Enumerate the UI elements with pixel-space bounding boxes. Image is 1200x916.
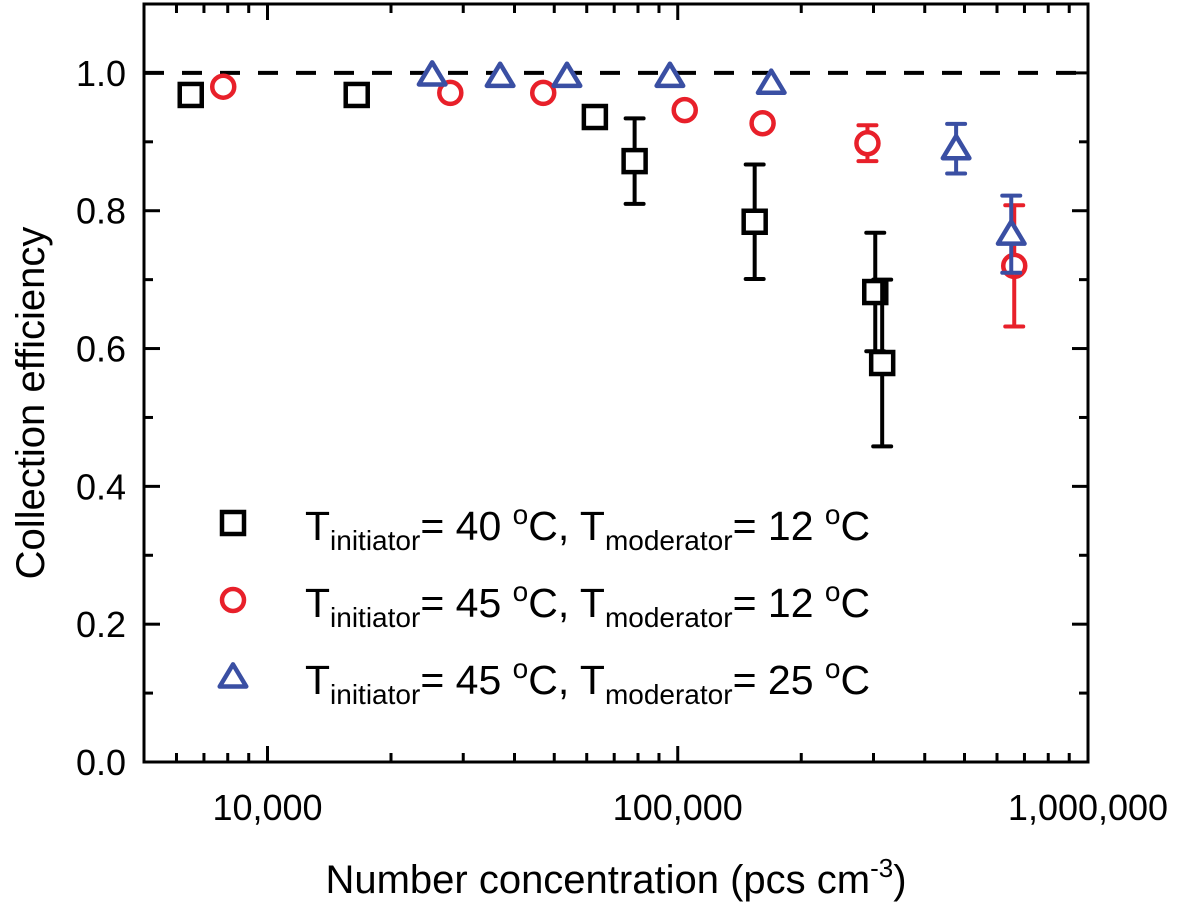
data-point <box>749 109 776 137</box>
marker-triangle <box>416 60 448 87</box>
legend-label-mid: = 45 <box>420 657 512 703</box>
x-axis-title-superscript: -3 <box>870 853 893 883</box>
legend-label-sub1: initiator <box>330 525 420 556</box>
legend-label: Tinitiator= 40 oC, Tmoderator= 12 oC <box>305 499 870 556</box>
data-point <box>940 121 972 176</box>
marker-triangle <box>551 61 583 89</box>
y-tick-label: 0.6 <box>76 329 126 370</box>
x-tick-label: 1,000,000 <box>1008 787 1168 828</box>
marker-triangle <box>484 61 516 89</box>
x-tick-label: 100,000 <box>613 787 743 828</box>
marker-square <box>868 349 896 377</box>
series-triangle <box>416 60 1027 275</box>
plot-frame <box>142 2 1090 764</box>
legend-item: Tinitiator= 40 oC, Tmoderator= 12 oC <box>219 499 870 556</box>
legend-marker-circle <box>219 586 247 614</box>
x-axis-title-suffix: ) <box>893 858 906 902</box>
legend-label-deg: o <box>513 653 529 684</box>
data-point <box>529 79 557 107</box>
legend-label-mid2: C, T <box>528 503 605 549</box>
legend-label-end2: C <box>840 580 870 626</box>
marker-circle <box>671 96 698 124</box>
marker-square <box>177 81 204 109</box>
legend-label-end2: C <box>840 657 870 703</box>
data-point <box>671 96 698 124</box>
legend-label-end2: C <box>840 503 870 549</box>
legend-item: Tinitiator= 45 oC, Tmoderator= 12 oC <box>219 576 870 633</box>
legend-label-sub2: moderator <box>605 679 733 710</box>
y-axis-title: Collection efficiency <box>9 227 53 580</box>
data-point <box>868 277 896 449</box>
data-point <box>654 61 686 89</box>
legend-label-main: T <box>305 503 330 549</box>
x-axis-title: Number concentration (pcs cm-3) <box>325 853 906 902</box>
data-point <box>343 81 370 109</box>
data-point <box>416 60 448 87</box>
y-tick-label: 0.8 <box>76 191 126 232</box>
legend-item: Tinitiator= 45 oC, Tmoderator= 25 oC <box>217 653 870 710</box>
marker-circle <box>437 79 464 107</box>
marker-circle <box>529 79 557 107</box>
legend-marker-triangle <box>217 662 249 689</box>
legend-label-mid2: C, T <box>528 580 605 626</box>
marker-square <box>621 147 648 175</box>
x-tick-label: 10,000 <box>212 787 322 828</box>
data-point <box>854 123 881 164</box>
marker-circle <box>749 109 776 137</box>
data-point <box>209 73 237 100</box>
marker-triangle <box>940 133 972 161</box>
data-point <box>177 81 204 109</box>
marker-triangle <box>995 219 1027 246</box>
data-point <box>741 162 768 281</box>
data-point <box>484 61 516 89</box>
y-tick-label: 0.0 <box>76 742 126 783</box>
axis-ticks <box>142 2 1090 764</box>
legend-label-sub2: moderator <box>605 525 733 556</box>
data-point <box>995 193 1027 275</box>
legend-label-deg2: o <box>825 499 841 530</box>
data-point <box>581 103 609 131</box>
legend-label-mid: = 40 <box>420 503 512 549</box>
tick-labels: 10,000 100,000 1,000,000 0.0 0.2 0.4 0.6 0.8 1.0 <box>76 53 1168 828</box>
legend-label-deg2: o <box>825 653 841 684</box>
marker-circle <box>854 129 881 157</box>
marker-triangle <box>654 61 686 89</box>
legend: Tinitiator= 40 oC, Tmoderator= 12 oCTini… <box>217 499 870 710</box>
legend-label-deg: o <box>513 576 529 607</box>
data-point <box>621 116 648 206</box>
data-points <box>177 60 1028 449</box>
marker-circle <box>209 73 237 100</box>
legend-label-sub2: moderator <box>605 602 733 633</box>
series-square <box>177 81 896 449</box>
series-circle <box>209 73 1028 329</box>
x-axis-title-main: Number concentration (pcs cm <box>325 858 870 902</box>
data-point <box>551 61 583 89</box>
legend-label-mid: = 45 <box>420 580 512 626</box>
data-point <box>755 68 787 95</box>
y-tick-label: 0.2 <box>76 604 126 645</box>
y-tick-label: 1.0 <box>76 53 126 94</box>
legend-label-sub1: initiator <box>330 602 420 633</box>
legend-label: Tinitiator= 45 oC, Tmoderator= 25 oC <box>305 653 870 710</box>
marker-square <box>343 81 370 109</box>
data-point <box>437 79 464 107</box>
legend-label-deg: o <box>513 499 529 530</box>
marker-square <box>741 208 768 236</box>
legend-label-end: = 12 <box>733 503 825 549</box>
y-tick-label: 0.4 <box>76 466 126 507</box>
legend-label-main: T <box>305 657 330 703</box>
legend-label-mid2: C, T <box>528 657 605 703</box>
legend-label: Tinitiator= 45 oC, Tmoderator= 12 oC <box>305 576 870 633</box>
legend-label-main: T <box>305 580 330 626</box>
marker-triangle <box>755 68 787 95</box>
legend-label-deg2: o <box>825 576 841 607</box>
legend-label-end: = 12 <box>733 580 825 626</box>
legend-label-end: = 25 <box>733 657 825 703</box>
legend-label-sub1: initiator <box>330 679 420 710</box>
legend-marker-square <box>219 509 247 537</box>
marker-square <box>581 103 609 131</box>
